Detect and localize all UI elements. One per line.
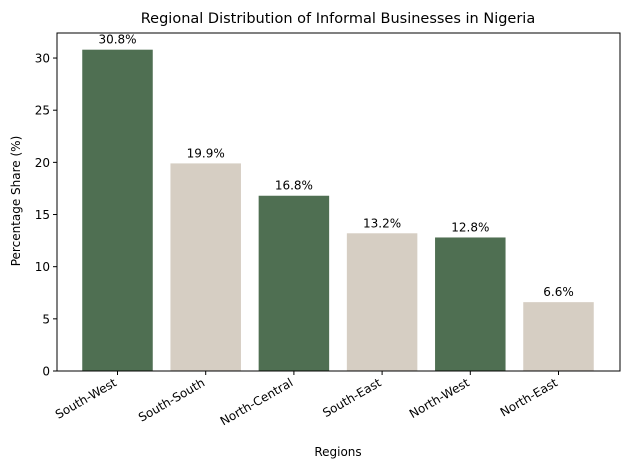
data-label: 12.8%: [451, 220, 489, 234]
y-axis: 0 5 10 15 20 25 30: [35, 52, 57, 379]
x-tick-label: South-East: [320, 375, 384, 420]
bar-north-west: [435, 237, 506, 371]
y-tick-label: 5: [42, 312, 50, 326]
bar-south-south: [170, 163, 241, 371]
y-tick-label: 20: [35, 156, 50, 170]
y-tick-label: 15: [35, 208, 50, 222]
data-label: 16.8%: [275, 179, 313, 193]
bar-north-central: [258, 195, 330, 371]
bar-south-west: [82, 49, 153, 372]
y-tick-label: 30: [35, 52, 50, 66]
x-tick-label: North-Central: [218, 375, 296, 428]
bars-group: [82, 49, 594, 372]
x-axis-label: Regions: [314, 445, 361, 459]
bar-south-east: [346, 233, 418, 371]
data-label: 13.2%: [363, 216, 401, 230]
y-tick-label: 0: [42, 365, 50, 379]
y-axis-label: Percentage Share (%): [9, 136, 23, 267]
y-tick-label: 25: [35, 104, 50, 118]
x-tick-label: South-West: [53, 375, 119, 421]
x-tick-label: North-East: [498, 375, 560, 419]
x-tick-label: South-South: [136, 375, 207, 424]
plot-frame: [56, 32, 621, 372]
data-labels-group: 30.8% 19.9% 16.8% 13.2% 12.8% 6.6%: [98, 33, 573, 299]
chart-title: Regional Distribution of Informal Busine…: [141, 11, 535, 27]
data-label: 19.9%: [187, 146, 225, 160]
bar-north-east: [523, 302, 594, 371]
x-axis: South-West South-South North-Central South-…: [53, 371, 560, 428]
data-label: 6.6%: [543, 285, 574, 299]
data-label: 30.8%: [98, 33, 136, 47]
y-tick-label: 10: [35, 260, 50, 274]
x-tick-label: North-West: [407, 375, 472, 421]
